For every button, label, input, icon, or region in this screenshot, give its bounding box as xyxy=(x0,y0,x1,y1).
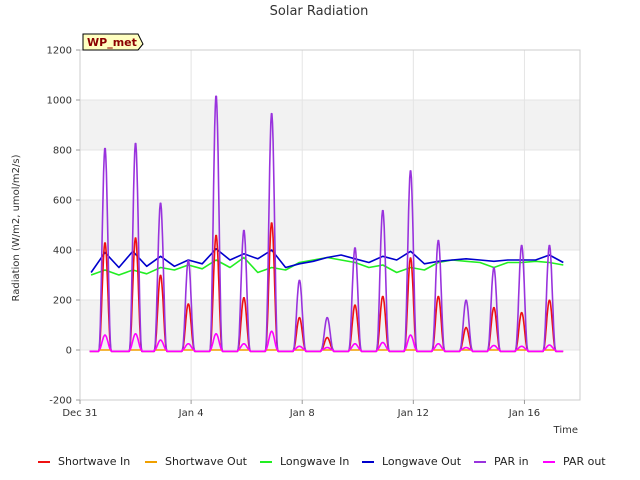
y-tick-label: 1200 xyxy=(47,46,72,57)
series-line-par-out xyxy=(89,330,564,353)
site-badge: WP_met xyxy=(82,33,144,51)
chart-title: Solar Radiation xyxy=(270,4,369,19)
y-tick-label: 800 xyxy=(53,146,72,157)
legend-label: Shortwave Out xyxy=(165,455,248,468)
legend-item: PAR out xyxy=(543,455,606,468)
legend-item: PAR in xyxy=(474,455,529,468)
site-badge-shape xyxy=(82,33,144,51)
legend: Shortwave In Shortwave Out Longwave In Long… xyxy=(38,455,606,468)
series-line-longwave-out xyxy=(90,248,564,273)
x-tick-label: Dec 31 xyxy=(62,408,97,419)
y-axis-title: Radiation (W/m2, umol/m2/s) xyxy=(11,154,22,301)
x-axis: Dec 31 Jan 4 Jan 8 Jan 12 Jan 16 xyxy=(62,400,540,419)
legend-item: Shortwave Out xyxy=(145,455,248,468)
y-tick-label: 1000 xyxy=(47,96,72,107)
x-axis-title: Time xyxy=(553,425,578,436)
legend-label: PAR out xyxy=(563,455,606,468)
x-tick-label: Jan 8 xyxy=(289,408,315,419)
y-tick-label: 200 xyxy=(53,296,72,307)
series-lines xyxy=(89,95,564,353)
x-tick-label: Jan 4 xyxy=(178,408,204,419)
legend-label: PAR in xyxy=(494,455,529,468)
y-tick-label: -200 xyxy=(49,396,72,407)
y-tick-label: 0 xyxy=(66,346,72,357)
y-tick-label: 600 xyxy=(53,196,72,207)
plot-border xyxy=(79,49,581,401)
legend-item: Longwave Out xyxy=(362,455,462,468)
y-axis: -200 0 200 400 600 800 1000 1200 xyxy=(47,46,80,407)
grid-band xyxy=(80,100,580,150)
grid-band xyxy=(80,200,580,250)
legend-item: Longwave In xyxy=(260,455,349,468)
legend-label: Longwave In xyxy=(280,455,349,468)
legend-label: Shortwave In xyxy=(58,455,130,468)
legend-label: Longwave Out xyxy=(382,455,462,468)
x-tick-label: Jan 12 xyxy=(397,408,429,419)
site-badge-label: WP_met xyxy=(87,36,137,49)
legend-item: Shortwave In xyxy=(38,455,130,468)
grid-bands xyxy=(80,100,580,350)
x-tick-label: Jan 16 xyxy=(508,408,540,419)
y-tick-label: 400 xyxy=(53,246,72,257)
